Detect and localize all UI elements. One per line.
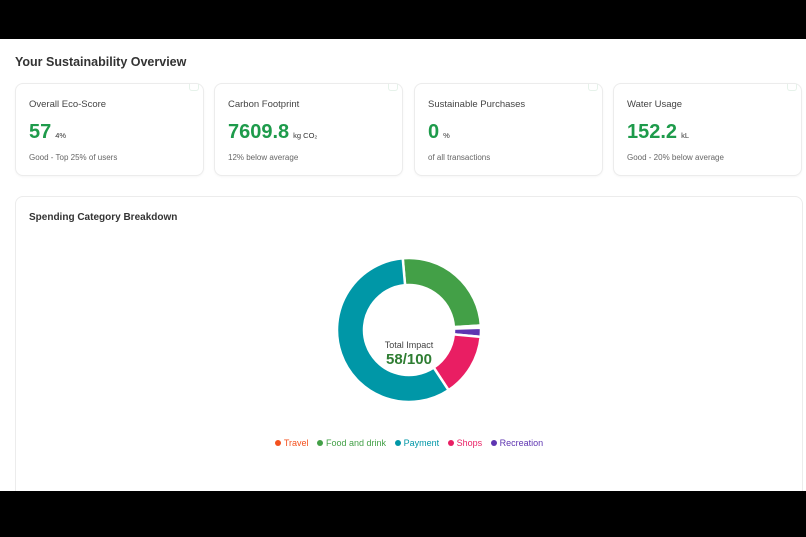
- legend-item-travel[interactable]: Travel: [274, 438, 308, 448]
- chart-legend: Travel Food and drink Payment Shops Recr…: [16, 438, 802, 448]
- spending-breakdown-panel: Spending Category Breakdown Total Impact…: [15, 196, 803, 491]
- card-value: 57 4%: [29, 121, 67, 143]
- donut-center: Total Impact 58/100: [356, 340, 462, 368]
- sustainable-purchases-card: Sustainable Purchases 0% of all transact…: [414, 83, 603, 176]
- panel-title: Spending Category Breakdown: [29, 212, 178, 223]
- card-label: Carbon Footprint: [228, 99, 300, 110]
- legend-item-payment[interactable]: Payment: [394, 438, 439, 448]
- dashboard-page: Your Sustainability Overview Overall Eco…: [0, 39, 806, 491]
- card-corner-icon: [588, 84, 598, 91]
- water-usage-card: Water Usage 152.2 kL Good - 20% below ave…: [613, 83, 802, 176]
- legend-item-recreation[interactable]: Recreation: [490, 438, 543, 448]
- donut-segment-food-and-drink[interactable]: [401, 257, 482, 329]
- card-label: Overall Eco-Score: [29, 99, 107, 110]
- card-label: Water Usage: [627, 99, 683, 110]
- dot-icon: [394, 440, 401, 446]
- dot-icon: [274, 440, 281, 446]
- card-subtext: Good - Top 25% of users: [29, 153, 118, 162]
- page-title: Your Sustainability Overview: [15, 55, 187, 69]
- card-subtext: of all transactions: [428, 153, 491, 162]
- carbon-footprint-card: Carbon Footprint 7609.8 kg CO₂ 12% below …: [214, 83, 403, 176]
- eco-score-card: Overall Eco-Score 57 4% Good - Top 25% of…: [15, 83, 204, 176]
- dot-icon: [447, 440, 454, 446]
- legend-item-food[interactable]: Food and drink: [317, 438, 386, 448]
- dot-icon: [317, 440, 323, 446]
- dot-icon: [490, 440, 497, 446]
- donut-chart[interactable]: [336, 257, 482, 403]
- card-corner-icon: [787, 84, 797, 91]
- center-value: 58/100: [386, 351, 432, 368]
- center-label: Total Impact: [384, 340, 434, 350]
- card-corner-icon: [388, 84, 398, 91]
- donut-segment-payment[interactable]: [336, 257, 451, 403]
- card-subtext: 12% below average: [228, 153, 299, 162]
- card-value: 7609.8 kg CO₂: [228, 121, 318, 143]
- card-value: 0%: [428, 121, 450, 143]
- card-label: Sustainable Purchases: [428, 99, 526, 110]
- legend-item-shops[interactable]: Shops: [447, 438, 482, 448]
- card-corner-icon: [189, 84, 199, 91]
- card-subtext: Good - 20% below average: [627, 153, 724, 162]
- card-value: 152.2 kL: [627, 121, 689, 143]
